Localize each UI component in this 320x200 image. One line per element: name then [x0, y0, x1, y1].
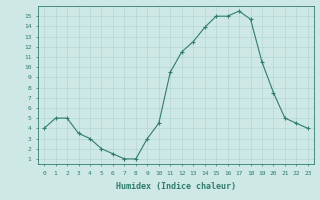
X-axis label: Humidex (Indice chaleur): Humidex (Indice chaleur): [116, 182, 236, 191]
